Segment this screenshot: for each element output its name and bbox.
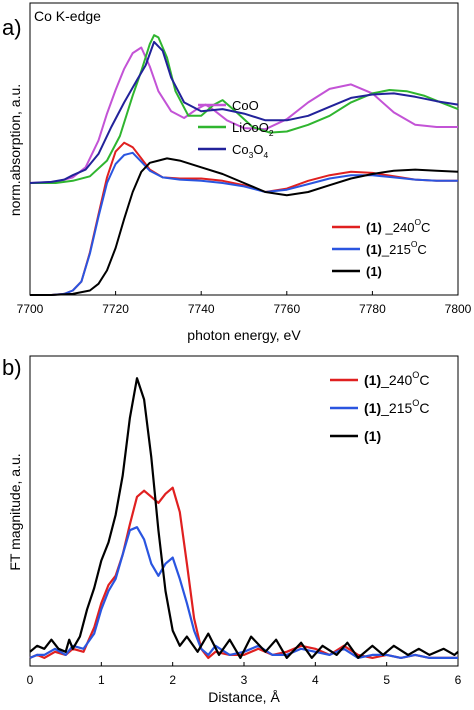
panel-a-x-tick-label: 7720 [102,302,129,316]
panel-b-x-tick-label: 3 [241,673,248,687]
panel-a-legend-label-s240: (1) _240OC [366,217,430,235]
panel-b-x-tick-label: 2 [169,673,176,687]
panel-a-label: a) [2,15,22,40]
panel-a-series-CoO [29,46,458,184]
panel-a-frame [29,2,459,296]
panel-a-x-tick-label: 7740 [188,302,215,316]
panel-a-series-s240 [30,141,458,296]
panel-b-ft: b) FT magnitude, a.u. Distance, Å 0 1 2 3 4 5… [2,355,462,705]
panel-b-x-tick-label: 4 [312,673,319,687]
panel-a-y-axis-label: norm.absorption, a.u. [7,84,23,216]
panel-a-legend-references: CoO LiCoO2 Co3O4 [198,98,274,160]
panel-b-y-axis-label: FT magnitude, a.u. [7,453,23,570]
panel-a-series-s1 [30,157,459,296]
panel-a-lines [29,34,459,296]
panel-b-x-tick-label: 6 [455,673,462,687]
panel-a-legend-samples: (1) _240OC (1)_215OC (1) [332,217,430,279]
panel-a-legend-label-CoO: CoO [232,98,259,113]
panel-b-legend-label-b215: (1)_215OC [364,398,429,416]
panel-a-x-axis-label: photon energy, eV [187,327,301,343]
panel-b-legend-label-b1: (1) [364,428,381,444]
panel-b-legend-label-b240: (1)_240OC [364,370,429,388]
panel-b-lines [29,377,459,660]
panel-b-x-tick-label: 1 [98,673,105,687]
panel-a-x-tick-label: 7780 [359,302,386,316]
panel-a-legend-label-Co3O4: Co3O4 [232,142,268,160]
panel-b-legend: (1)_240OC (1)_215OC (1) [330,370,429,444]
panel-b-series-b215 [29,526,458,660]
panel-a-series-Co3O4 [29,40,459,184]
panel-a-legend-label-s215: (1)_215OC [366,239,427,257]
panel-a-series-s215 [30,151,458,296]
panel-a-x-tick-label: 7800 [445,302,472,316]
panel-b-label: b) [2,355,22,380]
panel-b-x-axis-label: Distance, Å [208,689,280,705]
panel-b-x-tick-label: 5 [383,673,390,687]
panel-b-x-ticks: 0 1 2 3 4 5 6 [27,662,462,687]
panel-a-legend-label-LiCoO2: LiCoO2 [232,120,274,138]
panel-b-series-b1 [29,377,459,660]
panel-a-x-ticks: 7700 7720 7740 7760 7780 7800 [17,291,472,316]
panel-b-x-tick-label: 0 [27,673,34,687]
panel-a-x-tick-label: 7700 [17,302,44,316]
panel-a-legend-label-s1: (1) [366,264,382,279]
panel-a-xanes: a) Co K-edge norm.absorption, a.u. photo… [2,2,472,343]
panel-a-annotation: Co K-edge [34,8,101,24]
panel-a-x-tick-label: 7760 [273,302,300,316]
